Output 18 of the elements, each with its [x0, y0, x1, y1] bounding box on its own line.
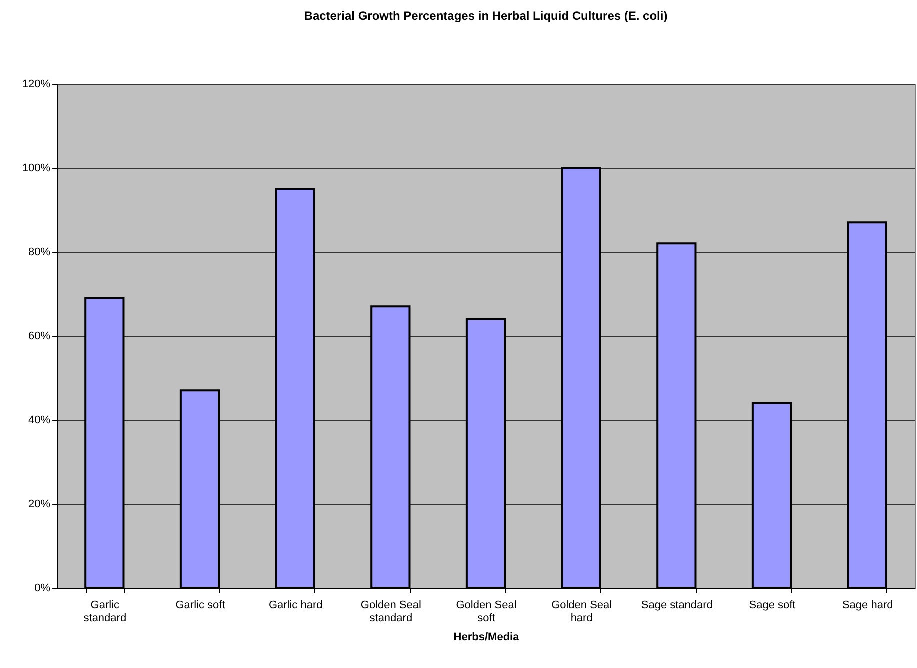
x-tick-label: Sage standard — [641, 600, 713, 612]
x-tick-label: Golden Seal soft — [456, 600, 517, 624]
y-tick-label: 100% — [22, 162, 51, 174]
y-tick-label: 60% — [28, 330, 51, 342]
x-tick-label: Golden Seal standard — [360, 600, 422, 624]
y-tick-label: 80% — [28, 246, 51, 258]
x-axis-title: Herbs/Media — [454, 632, 520, 644]
x-tick-label: Sage hard — [842, 600, 894, 612]
y-tick-label: 120% — [22, 78, 51, 90]
y-tick-label: 20% — [28, 498, 51, 510]
x-tick-label: Golden Seal hard — [552, 600, 612, 624]
chart-title: Bacterial Growth Percentages in Herbal Liquid Cultures (E. coli) — [304, 9, 668, 23]
x-tick-label: Garlic soft — [176, 600, 226, 612]
y-tick-label: 0% — [34, 582, 51, 594]
x-tick-label: Sage soft — [749, 600, 796, 612]
x-tick-label: Garlic hard — [268, 600, 323, 612]
x-tick-label: Garlic standard — [84, 600, 127, 624]
y-tick-label: 40% — [28, 414, 51, 426]
